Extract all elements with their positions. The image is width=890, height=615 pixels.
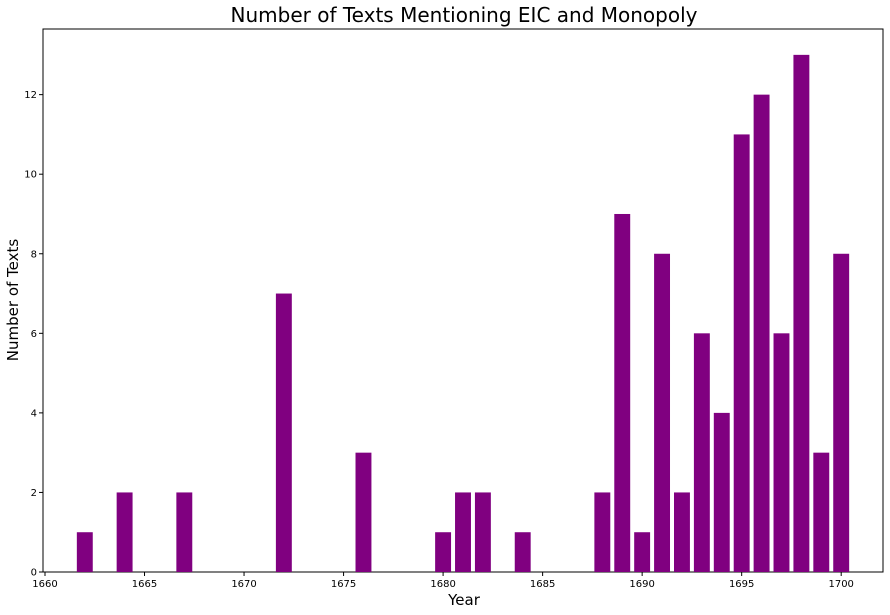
y-tick-label: 10 [24, 170, 37, 181]
bar-1664 [116, 492, 133, 572]
x-tick-label: 1685 [530, 579, 555, 590]
bar-1688 [594, 492, 611, 572]
bar-1672 [275, 293, 292, 572]
bar-1680 [435, 532, 452, 572]
bar-1694 [713, 412, 730, 572]
chart-title: Number of Texts Mentioning EIC and Monop… [231, 3, 698, 27]
bar-1698 [793, 54, 810, 573]
y-tick-label: 2 [31, 488, 37, 499]
y-tick-label: 8 [31, 249, 37, 260]
x-tick-label: 1665 [132, 579, 157, 590]
bars-group [76, 54, 850, 573]
bar-1681 [455, 492, 471, 572]
bar-1690 [634, 532, 651, 572]
bar-1692 [674, 492, 690, 572]
bar-1667 [176, 492, 193, 572]
bar-1696 [753, 94, 770, 572]
x-tick-label: 1700 [828, 579, 853, 590]
x-tick-label: 1690 [629, 579, 654, 590]
bar-1684 [514, 532, 531, 572]
bar-1689 [614, 213, 631, 573]
y-axis-label: Number of Texts [4, 239, 22, 362]
x-tick-label: 1670 [231, 579, 256, 590]
x-tick-label: 1680 [430, 579, 455, 590]
bar-1691 [654, 253, 671, 572]
bar-1682 [474, 492, 491, 572]
bar-1700 [833, 253, 850, 572]
x-tick-label: 1695 [729, 579, 754, 590]
bar-1662 [76, 532, 93, 572]
y-tick-label: 4 [31, 408, 37, 419]
x-tick-label: 1675 [331, 579, 356, 590]
bar-1699 [813, 452, 830, 572]
x-axis-label: Year [447, 591, 481, 609]
bar-1676 [355, 452, 372, 572]
y-tick-label: 6 [31, 329, 37, 340]
y-tick-label: 12 [24, 90, 37, 101]
bar-1697 [773, 333, 790, 572]
bar-1695 [733, 134, 750, 573]
y-tick-label: 0 [31, 568, 37, 579]
x-tick-label: 1660 [32, 579, 57, 590]
x-axis: 1660 1665 1670 1675 1680 1685 1690 1695 1700 [32, 572, 854, 590]
bar-1693 [693, 333, 710, 572]
y-axis: 0 2 4 6 8 10 12 [24, 90, 43, 579]
